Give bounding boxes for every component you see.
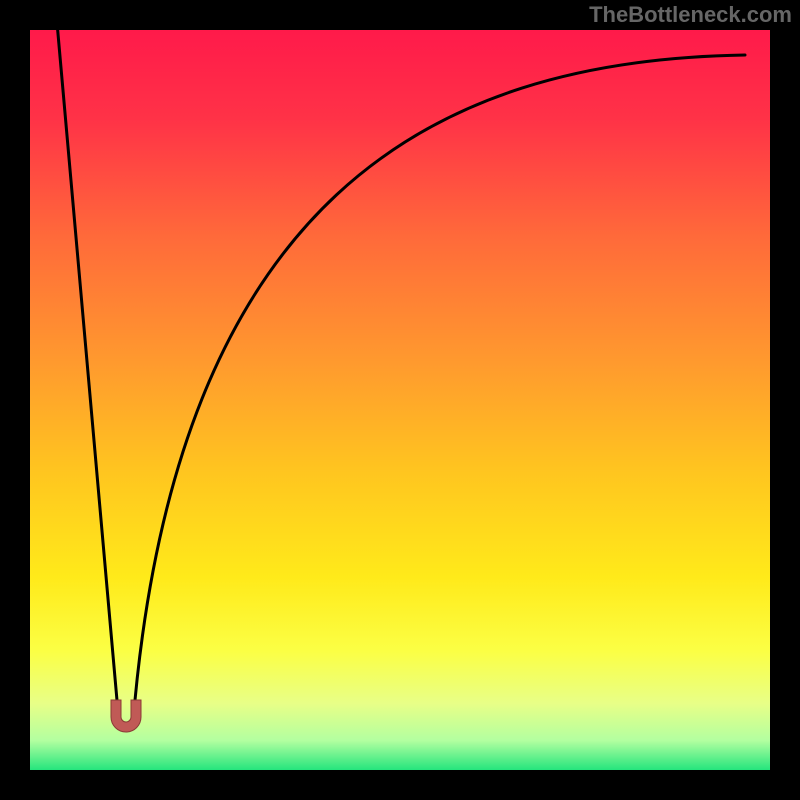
- chart-background: [30, 30, 770, 770]
- chart-stage: TheBottleneck.com: [0, 0, 800, 800]
- bottleneck-chart: [0, 0, 800, 800]
- watermark-text: TheBottleneck.com: [589, 2, 792, 28]
